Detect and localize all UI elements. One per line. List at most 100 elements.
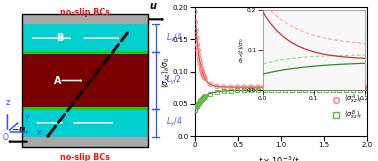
Point: [197, 58, 203, 61]
Point: [194, 105, 200, 107]
Point: [275, 89, 281, 92]
Point: [201, 96, 207, 99]
Point: [202, 95, 208, 98]
Point: [323, 89, 329, 92]
Point: [255, 89, 261, 92]
Point: [357, 89, 363, 92]
Point: [198, 68, 204, 71]
Bar: [22, 109, 148, 137]
Point: [282, 89, 288, 92]
Point: [296, 89, 302, 92]
Point: [194, 37, 200, 40]
Point: [316, 86, 322, 88]
Y-axis label: $\sigma_{xz}(t)/\sigma_0$: $\sigma_{xz}(t)/\sigma_0$: [237, 37, 246, 63]
Point: [289, 86, 295, 88]
Point: [248, 86, 254, 88]
Y-axis label: $\langle\sigma_{xz}\rangle_t/\sigma_0$: $\langle\sigma_{xz}\rangle_t/\sigma_0$: [159, 56, 171, 88]
Text: no-slip BCs: no-slip BCs: [60, 8, 110, 17]
Point: [275, 86, 281, 88]
Point: [364, 86, 370, 88]
Text: $\boldsymbol{u}$: $\boldsymbol{u}$: [149, 1, 158, 11]
Bar: [22, 24, 148, 52]
Text: $L_y/2$: $L_y/2$: [166, 74, 182, 87]
Bar: [22, 51, 148, 54]
Point: [309, 89, 315, 92]
Point: [350, 86, 356, 88]
Point: [234, 89, 240, 92]
Point: [199, 70, 205, 73]
Point: [357, 86, 363, 88]
Point: [207, 92, 213, 95]
Point: [200, 72, 206, 75]
Text: B: B: [56, 33, 64, 43]
Point: [262, 89, 268, 92]
Point: [192, 11, 198, 13]
Point: [241, 86, 247, 88]
Text: x: x: [37, 128, 42, 137]
Point: [214, 85, 220, 88]
Point: [207, 83, 213, 85]
Point: [343, 86, 349, 88]
Point: [330, 86, 336, 88]
Point: [197, 100, 203, 103]
Text: $L_y/4$: $L_y/4$: [166, 116, 183, 129]
Point: [201, 95, 207, 98]
Point: [202, 77, 208, 80]
Point: [228, 89, 234, 92]
Point: [197, 62, 203, 65]
Point: [330, 89, 336, 92]
Point: [195, 49, 201, 52]
Point: [196, 101, 202, 104]
Point: [214, 90, 220, 93]
Point: [198, 98, 204, 101]
Point: [316, 89, 322, 92]
Point: [193, 106, 199, 109]
X-axis label: $t\times10^{-3}/t_0$: $t\times10^{-3}/t_0$: [258, 154, 303, 161]
Point: [268, 86, 274, 88]
Text: $-\boldsymbol{u}$: $-\boldsymbol{u}$: [11, 125, 26, 134]
Legend: $\langle\sigma_{xz}^A\rangle_t$, $\langle\sigma_{xz}^B\rangle_t$: $\langle\sigma_{xz}^A\rangle_t$, $\langl…: [328, 92, 363, 122]
Point: [336, 86, 342, 88]
Point: [262, 86, 268, 88]
Point: [194, 103, 200, 106]
Point: [194, 43, 200, 46]
Point: [192, 109, 198, 111]
Point: [343, 89, 349, 92]
Point: [221, 86, 227, 88]
Point: [234, 86, 240, 88]
Point: [201, 76, 207, 78]
Bar: [22, 14, 148, 24]
Point: [192, 21, 198, 23]
Point: [197, 99, 203, 102]
Point: [228, 86, 234, 88]
Bar: [22, 52, 148, 109]
Point: [192, 107, 198, 110]
Point: [248, 89, 254, 92]
Text: $L_y/4$: $L_y/4$: [166, 32, 183, 45]
Bar: [22, 107, 148, 110]
Point: [198, 65, 204, 68]
Text: A: A: [54, 76, 61, 85]
Point: [268, 89, 274, 92]
Point: [199, 97, 205, 100]
Text: y: y: [24, 112, 29, 121]
Point: [336, 89, 342, 92]
Point: [193, 29, 199, 32]
Bar: [22, 137, 148, 147]
Point: [195, 102, 201, 105]
Bar: [22, 14, 148, 147]
Point: [221, 90, 227, 92]
Point: [241, 89, 247, 92]
Point: [289, 89, 295, 92]
Point: [255, 86, 261, 88]
Point: [309, 86, 315, 88]
Point: [302, 86, 308, 88]
Point: [198, 99, 204, 101]
Point: [296, 86, 302, 88]
Text: O: O: [3, 133, 8, 142]
Point: [302, 89, 308, 92]
Point: [323, 86, 329, 88]
Point: [350, 89, 356, 92]
Point: [282, 86, 288, 88]
Point: [200, 97, 206, 99]
